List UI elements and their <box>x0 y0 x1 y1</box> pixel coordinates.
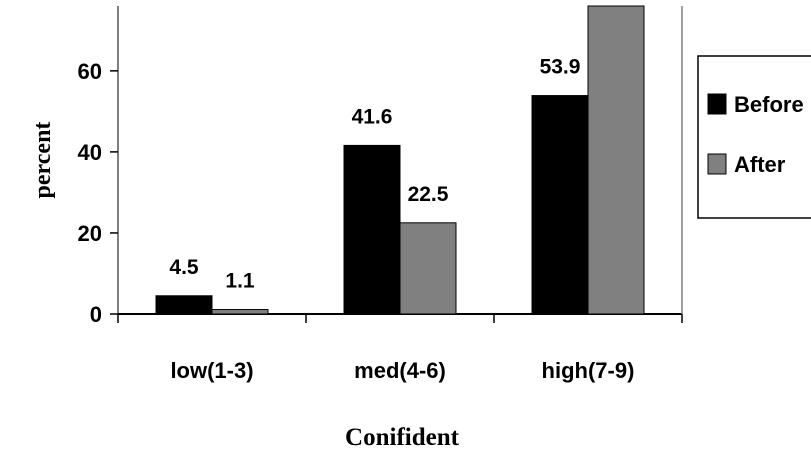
y-tick-label: 0 <box>90 302 102 327</box>
bar-before-2 <box>532 96 588 314</box>
x-axis-title: Conifident <box>345 424 460 451</box>
y-tick-label: 60 <box>78 59 102 84</box>
y-tick-label: 20 <box>78 221 102 246</box>
legend-swatch-before <box>708 94 726 114</box>
y-tick-label: 40 <box>78 140 102 165</box>
legend-label-after: After <box>734 152 786 177</box>
data-label: 41.6 <box>352 105 393 128</box>
legend-label-before: Before <box>734 92 804 117</box>
x-tick-label: med(4-6) <box>354 358 446 383</box>
bar-after-2 <box>588 6 644 314</box>
bar-before-1 <box>344 145 400 314</box>
bar-after-0 <box>212 310 268 314</box>
bar-after-1 <box>400 223 456 314</box>
data-label: 1.1 <box>225 270 255 293</box>
data-label: 53.9 <box>540 56 581 79</box>
data-label: 22.5 <box>408 183 449 206</box>
legend: Before After <box>698 56 811 218</box>
x-ticks: low(1-3) med(4-6) high(7-9) <box>118 314 682 383</box>
legend-swatch-after <box>708 154 726 174</box>
bars <box>156 6 644 314</box>
legend-box <box>698 56 811 218</box>
x-tick-label: high(7-9) <box>542 358 635 383</box>
data-label: 4.5 <box>169 256 199 279</box>
bar-before-0 <box>156 296 212 314</box>
y-ticks: 0 20 40 60 <box>78 59 118 327</box>
y-axis-title: percent <box>30 122 56 199</box>
x-tick-label: low(1-3) <box>170 358 253 383</box>
